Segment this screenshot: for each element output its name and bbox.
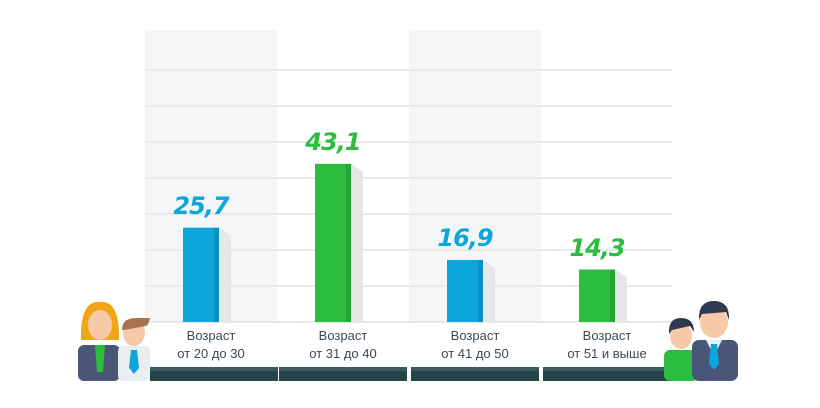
- category-line1: Возраст: [450, 328, 500, 343]
- older-people-icon: [664, 301, 738, 381]
- category-label: Возраст от 41 до 50: [409, 327, 541, 363]
- young-people-icon: [78, 301, 150, 381]
- bar: [579, 269, 615, 322]
- value-label: 43,1: [305, 127, 361, 156]
- bar: [447, 259, 483, 322]
- category-line1: Возраст: [582, 328, 632, 343]
- bar-shadow: [219, 227, 231, 322]
- bar: [315, 163, 351, 322]
- bar: [183, 227, 219, 322]
- bar-shadow: [351, 163, 363, 322]
- category-label: Возраст от 31 до 40: [277, 327, 409, 363]
- category-label: Возраст от 51 и выше: [541, 327, 673, 363]
- value-label: 14,3: [569, 233, 625, 262]
- base-bar-highlight: [411, 367, 539, 371]
- base-bar-highlight: [150, 367, 278, 371]
- bar-shadow: [615, 269, 627, 322]
- category-line2: от 41 до 50: [441, 346, 509, 361]
- value-label: 16,9: [437, 223, 493, 252]
- category-line1: Возраст: [318, 328, 368, 343]
- base-bar-highlight: [279, 367, 407, 371]
- category-line2: от 51 и выше: [567, 346, 647, 361]
- category-line1: Возраст: [186, 328, 236, 343]
- bar-edge: [346, 163, 351, 322]
- bar-shadow: [483, 259, 495, 322]
- base-bar-highlight: [543, 367, 671, 371]
- bar-edge: [214, 227, 219, 322]
- bar-edge: [478, 259, 483, 322]
- category-label: Возраст от 20 до 30: [145, 327, 277, 363]
- value-label: 25,7: [173, 191, 229, 220]
- bar-edge: [610, 269, 615, 322]
- category-line2: от 31 до 40: [309, 346, 377, 361]
- category-line2: от 20 до 30: [177, 346, 245, 361]
